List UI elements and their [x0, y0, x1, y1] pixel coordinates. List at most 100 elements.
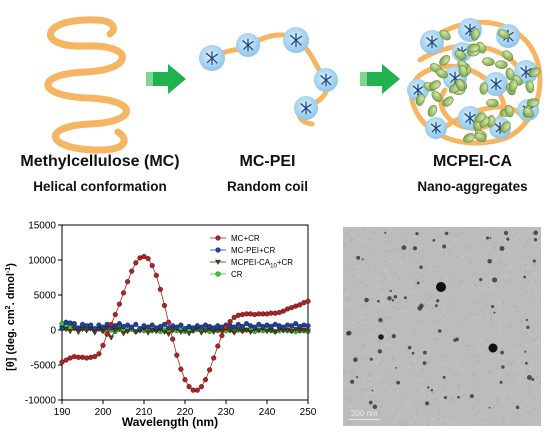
nanoparticle: [368, 400, 373, 405]
ca-particle-icon: [482, 57, 495, 67]
ca-particle-icon: [436, 68, 448, 79]
data-point: [157, 286, 163, 292]
nanoparticle: [384, 231, 387, 234]
ca-particle-icon: [439, 29, 451, 41]
data-point: [129, 324, 135, 330]
pei-cluster-icon: [236, 33, 260, 57]
pei-cluster-icon: [425, 117, 447, 139]
legend-marker: [215, 235, 221, 241]
data-point: [149, 327, 156, 333]
y-tick-label: -10000: [25, 396, 57, 407]
nanoparticle: [531, 378, 535, 382]
data-point: [124, 329, 131, 335]
data-point: [83, 328, 90, 334]
data-point: [268, 323, 274, 330]
nanoparticle: [491, 304, 495, 309]
nanoparticle: [506, 237, 510, 241]
data-point: [198, 384, 204, 390]
stage-mcpeica-name: MCPEI-CA: [432, 153, 513, 170]
data-point: [178, 329, 184, 336]
nanoparticle: [403, 296, 407, 300]
nanoparticle: [532, 259, 536, 263]
data-point: [125, 279, 131, 285]
stage-mc-desc: Helical conformation: [33, 179, 167, 194]
nanoparticle: [356, 255, 361, 260]
data-point: [149, 322, 155, 328]
y-tick-label: 10000: [28, 256, 56, 267]
nanoparticle: [378, 334, 384, 340]
legend-marker: [215, 247, 221, 253]
data-point: [100, 324, 106, 330]
ca-particle-icon: [474, 132, 487, 142]
data-point: [211, 325, 217, 331]
nanoparticle: [442, 244, 447, 249]
data-point: [75, 329, 82, 336]
nanoparticle: [524, 361, 528, 365]
x-tick-label: 220: [177, 407, 194, 418]
nanoparticle: [487, 259, 492, 264]
data-point: [190, 325, 196, 331]
data-point: [133, 260, 139, 266]
nanoparticle: [393, 294, 398, 299]
data-point: [297, 302, 303, 308]
data-point: [186, 331, 192, 337]
y-tick-label: 15000: [28, 221, 56, 232]
x-tick-label: 230: [218, 407, 235, 418]
data-point: [63, 327, 69, 333]
data-point: [145, 256, 151, 262]
data-point: [231, 324, 237, 330]
legend-label: CR: [231, 270, 243, 279]
data-point: [182, 377, 188, 383]
series-mc-pei-cr: [59, 319, 311, 332]
nanoparticle: [378, 317, 383, 323]
data-point: [153, 272, 159, 278]
nanoparticle: [372, 404, 378, 410]
stage-mc-name: Methylcellulose (MC): [20, 153, 180, 170]
data-point: [145, 324, 151, 330]
tem-scale-bar: 200 nm: [349, 409, 380, 420]
ca-particle-icon: [486, 98, 499, 108]
data-point: [288, 329, 295, 335]
data-point: [284, 327, 291, 333]
nanoparticle: [432, 239, 436, 242]
nanoparticle-large: [436, 282, 446, 292]
data-point: [170, 336, 176, 342]
nanoparticle: [417, 305, 423, 311]
nanoparticle: [515, 405, 520, 410]
nanoparticle: [419, 265, 423, 269]
data-point: [198, 330, 205, 336]
ca-particle-icon: [505, 67, 515, 81]
legend-item: MCPEI-CA10+CR: [210, 258, 293, 270]
methylcellulose-helix-icon: [44, 16, 130, 154]
ca-particle-icon: [429, 80, 441, 90]
y-tick-label: 0: [50, 326, 56, 337]
pei-cluster-icon: [294, 96, 318, 120]
ca-particle-icon: [502, 50, 514, 61]
ca-particle-icon: [454, 50, 467, 60]
nanoparticle: [499, 380, 503, 384]
data-point: [91, 330, 98, 336]
data-point: [92, 354, 98, 360]
mcpei-ca-nanoaggregate-icon: [407, 18, 543, 146]
data-point: [293, 321, 299, 327]
ca-particle-icon: [467, 43, 480, 53]
data-point: [256, 321, 262, 327]
data-point: [96, 351, 102, 357]
nanoparticle: [361, 258, 364, 261]
data-point: [59, 359, 65, 365]
data-point: [104, 331, 110, 337]
nanoparticle: [355, 376, 359, 379]
data-point: [305, 298, 311, 304]
data-point: [305, 328, 311, 334]
data-point: [129, 268, 135, 274]
data-point: [255, 328, 262, 334]
nanoparticle: [353, 357, 358, 363]
data-point: [145, 330, 151, 336]
data-point: [231, 314, 237, 320]
data-point: [243, 327, 250, 333]
ca-particle-icon: [500, 121, 511, 133]
data-point: [280, 308, 286, 314]
nanoparticle: [423, 350, 427, 355]
nanoparticle: [488, 406, 491, 409]
ca-particle-icon: [431, 91, 443, 102]
